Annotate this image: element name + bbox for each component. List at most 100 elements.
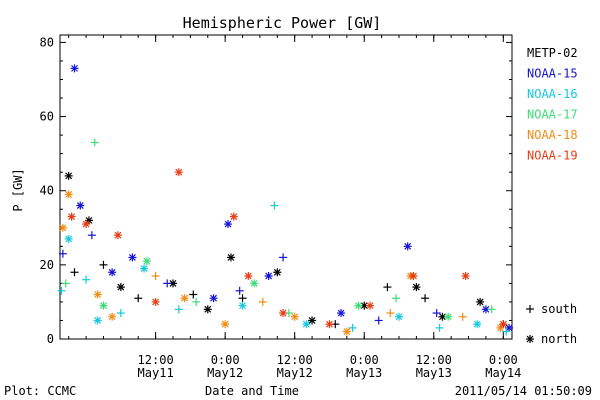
data-point-metp-02 (476, 297, 485, 306)
legend-entry-noaa-15: NOAA-15 (527, 67, 578, 81)
x-tick-label-time: 0:00 (211, 353, 240, 367)
x-tick-label-time: 12:00 (138, 353, 174, 367)
x-tick-label-time: 0:00 (350, 353, 379, 367)
legend-entry-noaa-18: NOAA-18 (527, 128, 578, 142)
legend-marker-south (526, 305, 534, 313)
x-tick-label-date: May14 (485, 366, 521, 380)
data-point-noaa-17 (90, 138, 99, 147)
data-point-noaa-17 (99, 301, 108, 310)
data-point-noaa-16 (395, 312, 403, 321)
data-point-noaa-19 (174, 168, 183, 177)
footer-plot-credit: Plot: CCMC (4, 384, 76, 398)
data-point-noaa-19 (67, 212, 76, 221)
data-point-noaa-16 (238, 301, 247, 310)
data-point-noaa-18 (58, 223, 67, 232)
data-point-noaa-17 (487, 305, 496, 314)
data-point-noaa-17 (61, 279, 70, 288)
data-point-noaa-18 (458, 312, 467, 321)
data-point-noaa-15 (235, 286, 244, 295)
y-tick-label: 60 (40, 110, 54, 124)
x-tick-label-date: May13 (416, 366, 452, 380)
x-tick-label-date: May12 (277, 366, 313, 380)
data-point-noaa-18 (342, 327, 351, 336)
plot-area-frame (59, 34, 513, 340)
data-point-noaa-16 (270, 201, 279, 210)
x-tick-label-date: May12 (207, 366, 243, 380)
data-point-noaa-15 (403, 242, 412, 251)
y-tick-label: 20 (40, 258, 54, 272)
data-point-noaa-16 (64, 234, 73, 243)
data-point-noaa-15 (58, 249, 67, 258)
data-point-noaa-15 (432, 309, 441, 318)
data-point-noaa-16 (302, 320, 311, 329)
data-point-noaa-19 (409, 271, 418, 280)
data-point-noaa-19 (499, 320, 508, 329)
data-point-noaa-15 (70, 64, 79, 73)
data-point-metp-02 (238, 294, 247, 303)
data-point-noaa-17 (192, 297, 201, 306)
legend-marker-label-south: south (541, 302, 577, 316)
legend-entry-noaa-19: NOAA-19 (527, 149, 578, 163)
data-point-noaa-17 (142, 257, 151, 266)
data-point-noaa-15 (209, 294, 218, 303)
data-point-noaa-19 (229, 212, 238, 221)
data-point-noaa-15 (279, 253, 288, 262)
data-point-noaa-15 (163, 279, 172, 288)
y-axis-label-group: P [GW] (11, 168, 25, 211)
data-point-noaa-16 (140, 264, 149, 273)
data-point-metp-02 (134, 294, 143, 303)
data-point-noaa-18 (221, 320, 230, 329)
data-point-noaa-18 (151, 271, 160, 280)
legend-marker-north (526, 335, 534, 343)
chart-title: Hemispheric Power [GW] (183, 14, 382, 32)
data-point-noaa-18 (386, 309, 395, 318)
data-point-noaa-15 (264, 271, 273, 280)
data-point-noaa-19 (151, 297, 160, 306)
legend: METP-02 NOAA-15 NOAA-16 NOAA-17 NOAA-18 NOAA-… (526, 46, 578, 346)
data-point-noaa-16 (348, 323, 357, 332)
data-point-metp-02 (383, 283, 392, 292)
data-point-noaa-16 (473, 320, 482, 329)
footer-timestamp: 2011/05/14 01:50:09 (455, 384, 592, 398)
data-points (57, 64, 514, 336)
data-point-noaa-16 (502, 327, 511, 336)
data-point-noaa-18 (64, 190, 73, 199)
data-point-metp-02 (64, 171, 73, 180)
data-point-metp-02 (412, 283, 421, 292)
x-tick-label-time: 12:00 (416, 353, 452, 367)
data-point-noaa-19 (113, 231, 122, 240)
data-point-noaa-17 (354, 301, 363, 310)
data-point-metp-02 (189, 290, 198, 299)
axis-ticks: 02040608012:00May110:00May1212:00May120:… (40, 35, 521, 380)
data-point-noaa-16 (435, 323, 444, 332)
y-tick-label: 0 (47, 332, 54, 346)
data-point-noaa-16 (57, 286, 66, 295)
x-tick-label-time: 12:00 (277, 353, 313, 367)
data-point-noaa-15 (87, 231, 96, 240)
data-point-noaa-16 (116, 309, 125, 318)
x-tick-label-date: May11 (138, 366, 174, 380)
data-point-noaa-18 (290, 312, 299, 321)
data-point-metp-02 (273, 268, 282, 277)
data-point-metp-02 (308, 316, 317, 325)
data-point-noaa-15 (128, 253, 137, 262)
legend-entry-noaa-16: NOAA-16 (527, 87, 578, 101)
data-point-noaa-15 (374, 316, 383, 325)
data-point-noaa-19 (366, 301, 375, 310)
data-point-noaa-19 (244, 271, 253, 280)
data-point-noaa-17 (250, 279, 259, 288)
data-point-metp-02 (421, 294, 430, 303)
data-point-metp-02 (99, 260, 108, 269)
data-point-noaa-16 (174, 305, 183, 314)
data-point-noaa-19 (461, 271, 470, 280)
data-point-noaa-17 (392, 294, 401, 303)
legend-entry-metp-02: METP-02 (527, 46, 578, 60)
data-point-noaa-18 (258, 297, 267, 306)
data-point-noaa-15 (76, 201, 85, 210)
data-point-noaa-19 (279, 309, 288, 318)
data-point-noaa-19 (325, 320, 334, 329)
data-point-noaa-18 (180, 294, 189, 303)
data-point-noaa-16 (82, 275, 91, 284)
y-tick-label: 80 (40, 35, 54, 49)
